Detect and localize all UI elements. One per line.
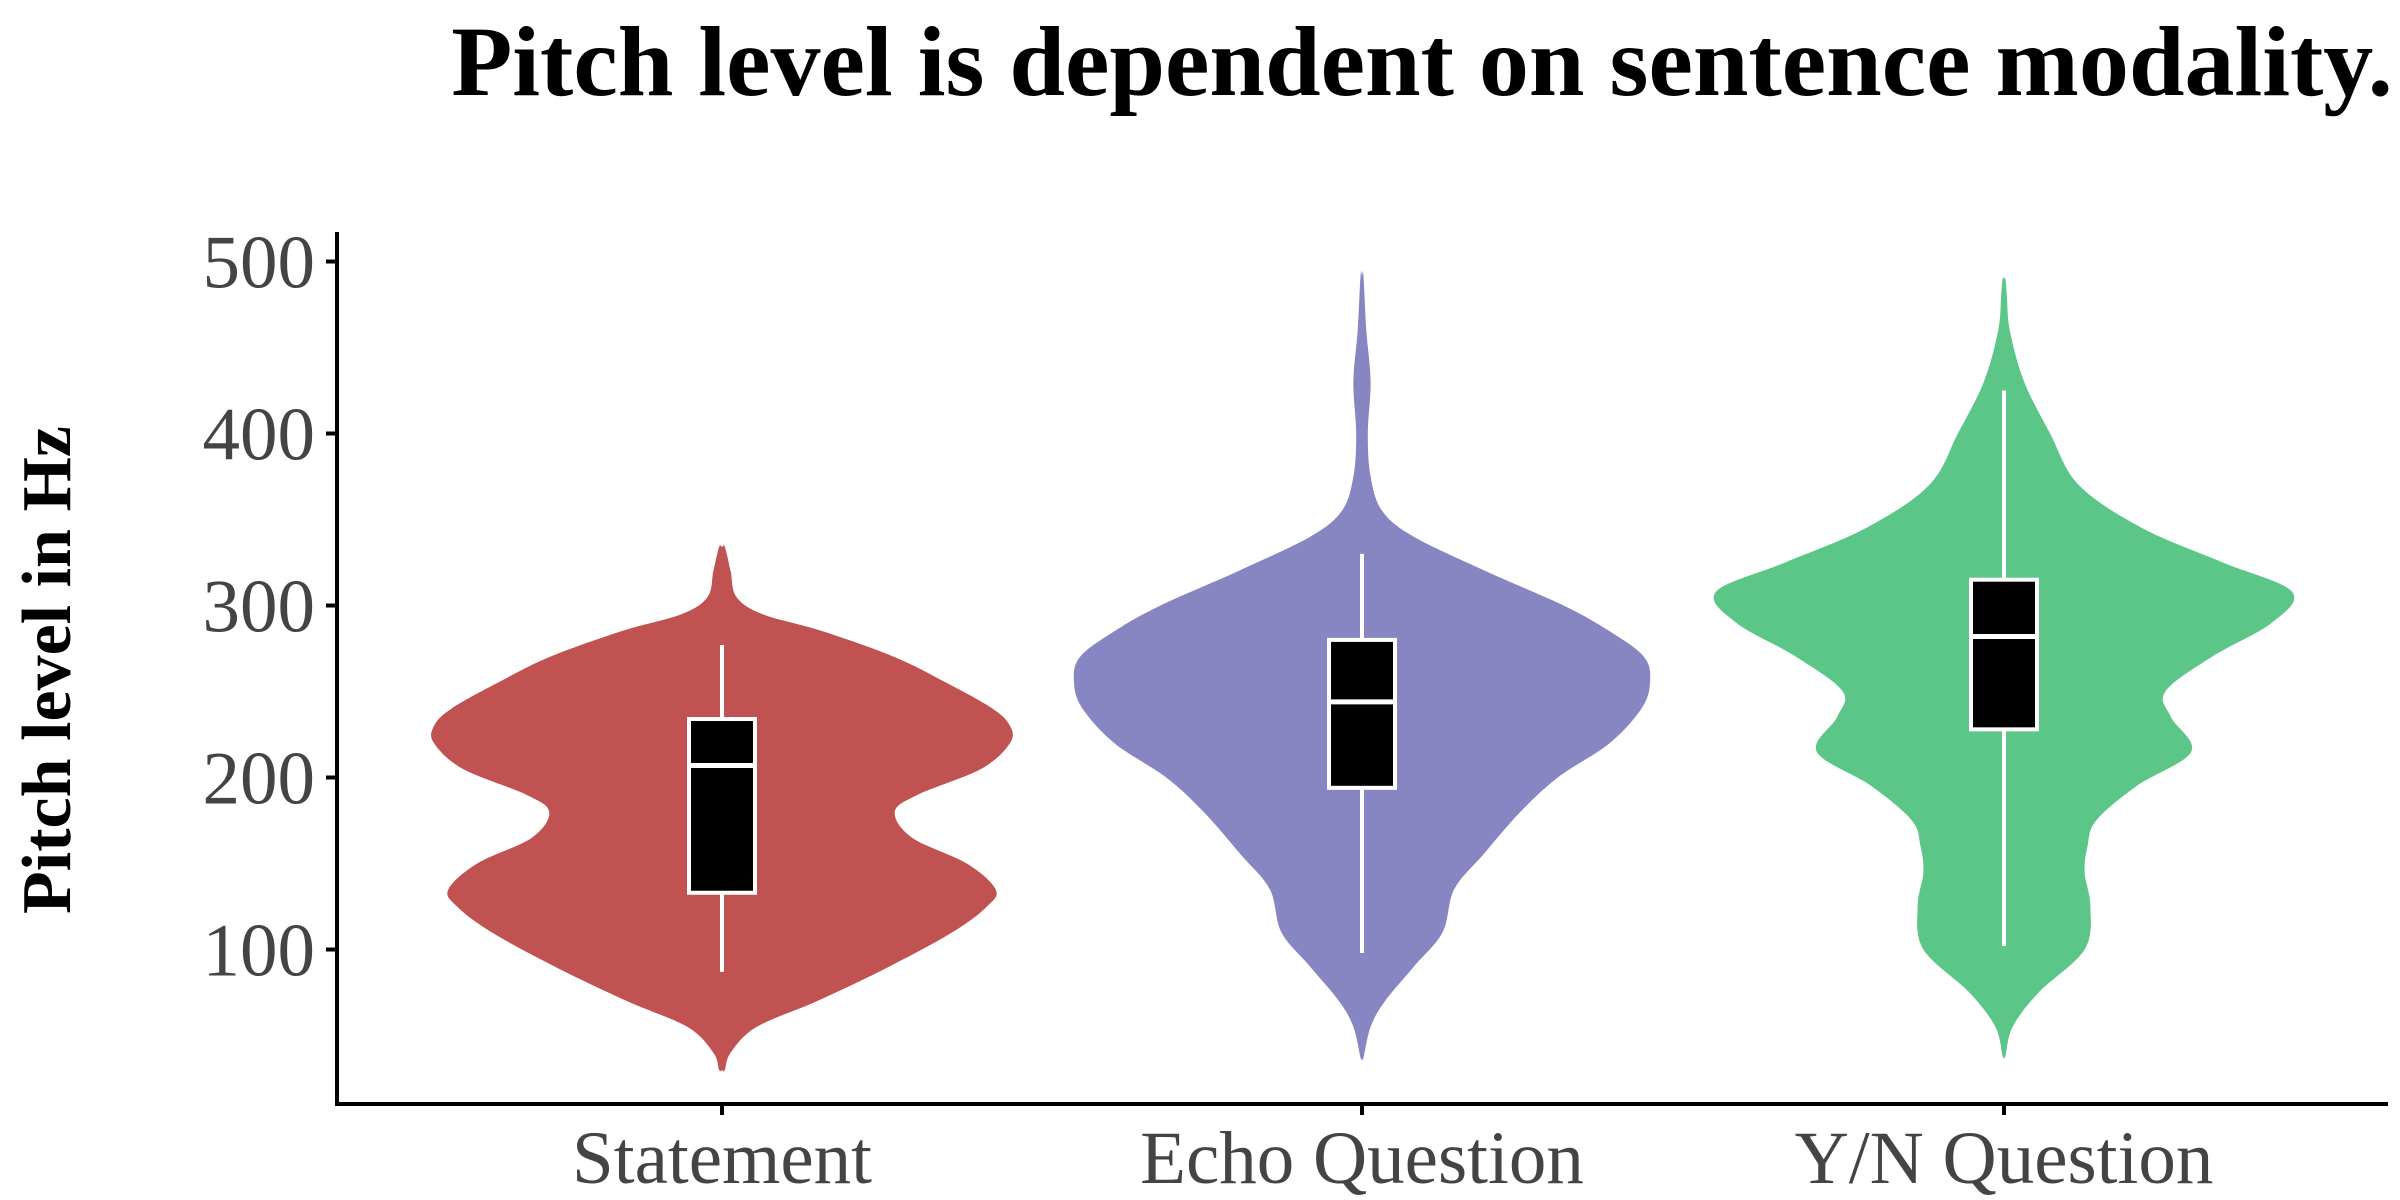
- y-tick-label: 200: [203, 738, 316, 821]
- box-3: [1969, 577, 2039, 732]
- y-axis-label: Pitch level in Hz: [9, 426, 86, 914]
- y-tick-label: 400: [203, 394, 316, 477]
- chart-title: Pitch level is dependent on sentence mod…: [451, 6, 2393, 117]
- plot-area: [431, 271, 2295, 1072]
- box-2: [1327, 637, 1397, 790]
- x-tick-label: Echo Question: [1140, 1117, 1584, 1200]
- y-tick-label: 100: [203, 910, 316, 993]
- y-axis-ticks: 100 200 300 400 500: [203, 222, 337, 993]
- x-tick-label: Y/N Question: [1795, 1117, 2214, 1200]
- x-axis-ticks: Statement Echo Question Y/N Question: [572, 1104, 2213, 1200]
- x-tick-label: Statement: [572, 1117, 872, 1200]
- box-1: [687, 717, 757, 895]
- y-tick-label: 300: [203, 566, 316, 649]
- y-tick-label: 500: [203, 222, 316, 305]
